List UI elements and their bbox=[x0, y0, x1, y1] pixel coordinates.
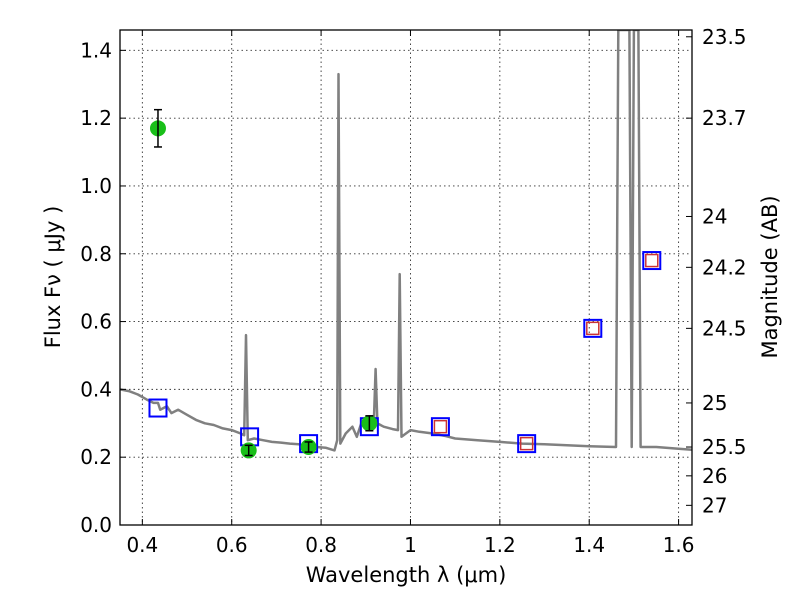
y2-tick-label: 24.2 bbox=[702, 255, 747, 279]
y2-tick-label: 25 bbox=[702, 391, 727, 415]
model-flux-square bbox=[642, 251, 662, 271]
x-axis: 0.4 0.6 0.8 1 1.2 1.4 1.6 bbox=[126, 30, 695, 557]
y2-axis-title: Magnitude (AB) bbox=[758, 195, 782, 358]
y2-axis: 23.5 23.7 24 24.2 24.5 25 25.5 26 27 bbox=[686, 25, 747, 517]
x-tick-label: 1.6 bbox=[663, 533, 695, 557]
plot-frame bbox=[119, 29, 693, 526]
y2-tick-label: 25.5 bbox=[702, 435, 747, 459]
y-tick-label: 0.6 bbox=[80, 310, 112, 334]
spectrum-line bbox=[120, 30, 692, 452]
model-flux-inner-square bbox=[586, 321, 600, 336]
y2-tick-label: 24.5 bbox=[702, 316, 747, 340]
x-tick-label: 0.6 bbox=[216, 533, 248, 557]
x-tick-label: 1.2 bbox=[484, 533, 516, 557]
x-axis-title: Wavelength λ (μm) bbox=[306, 563, 507, 587]
x-tick-label: 1 bbox=[404, 533, 417, 557]
y-tick-label: 1.2 bbox=[80, 106, 112, 130]
model-spectrum bbox=[120, 30, 692, 452]
model-flux-inner-square bbox=[645, 253, 659, 268]
x-tick-label: 0.8 bbox=[305, 533, 337, 557]
observed-photometry bbox=[149, 108, 378, 459]
y-tick-label: 0.4 bbox=[80, 377, 112, 401]
model-flux-inner-square bbox=[433, 419, 448, 434]
model-flux-square bbox=[583, 318, 603, 338]
y-tick-label: 0.2 bbox=[80, 445, 112, 469]
model-flux-square bbox=[517, 434, 537, 454]
y2-tick-label: 24 bbox=[702, 204, 727, 228]
y2-tick-label: 26 bbox=[702, 464, 727, 488]
model-flux-inner-square bbox=[519, 436, 534, 451]
y2-tick-label: 27 bbox=[702, 493, 727, 517]
y-tick-label: 0.8 bbox=[80, 242, 112, 266]
x-tick-label: 0.4 bbox=[126, 533, 158, 557]
grid bbox=[120, 30, 692, 526]
y-tick-label: 0.0 bbox=[80, 513, 112, 537]
y2-tick-label: 23.5 bbox=[702, 25, 747, 49]
model-flux-square bbox=[430, 417, 450, 437]
y-axis: 0.0 0.2 0.4 0.6 0.8 1.0 1.2 1.4 bbox=[80, 38, 126, 537]
y2-tick-label: 23.7 bbox=[702, 106, 747, 130]
y-tick-label: 1.4 bbox=[80, 38, 112, 62]
y-axis-title: Flux Fν ( μJy ) bbox=[41, 206, 65, 349]
model-flux-square bbox=[148, 398, 168, 418]
y-tick-label: 1.0 bbox=[80, 174, 112, 198]
x-tick-label: 1.4 bbox=[573, 533, 605, 557]
